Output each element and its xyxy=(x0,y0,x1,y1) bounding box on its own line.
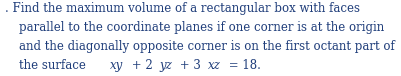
Text: . Find the maximum volume of a rectangular box with faces: . Find the maximum volume of a rectangul… xyxy=(5,2,359,15)
Text: yz: yz xyxy=(159,59,172,72)
Text: + 2: + 2 xyxy=(127,59,152,72)
Text: = 18.: = 18. xyxy=(224,59,260,72)
Text: the surface: the surface xyxy=(19,59,90,72)
Text: + 3: + 3 xyxy=(176,59,200,72)
Text: parallel to the coordinate planes if one corner is at the origin: parallel to the coordinate planes if one… xyxy=(19,21,384,34)
Text: and the diagonally opposite corner is on the first octant part of: and the diagonally opposite corner is on… xyxy=(19,40,394,53)
Text: xy: xy xyxy=(110,59,124,72)
Text: xz: xz xyxy=(208,59,221,72)
